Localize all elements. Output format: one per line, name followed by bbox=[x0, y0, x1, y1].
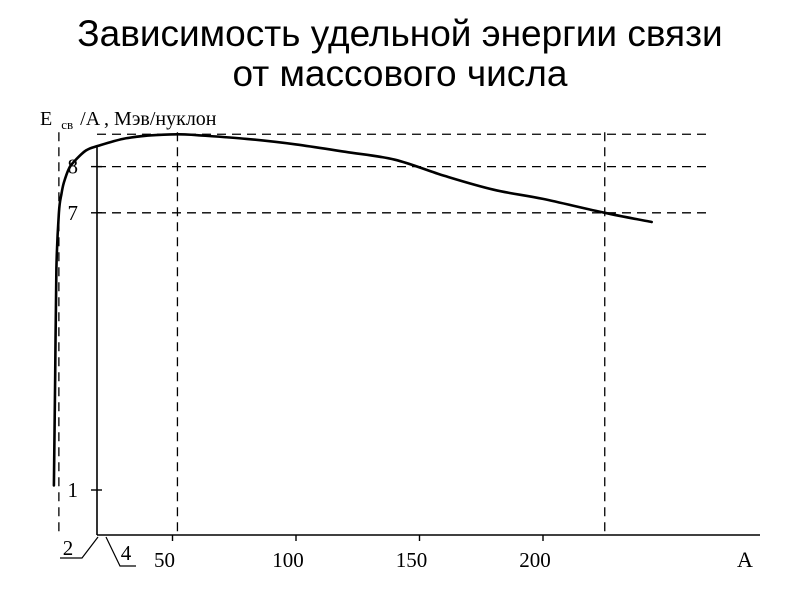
y-tick-label-1: 1 bbox=[68, 478, 79, 502]
x-marker-label-2: 2 bbox=[63, 536, 74, 560]
x-tick-label-200: 200 bbox=[519, 548, 551, 572]
axes bbox=[96, 145, 760, 536]
x-axis-label: A bbox=[737, 547, 753, 572]
y-axis-label-subscript: св bbox=[61, 117, 73, 132]
x-marker-leader-4 bbox=[105, 536, 136, 567]
x-ticks: 50 100 150 200 bbox=[154, 535, 551, 572]
slide-title: Зависимость удельной энергии связи от ма… bbox=[0, 14, 800, 94]
x-marker-label-4: 4 bbox=[121, 541, 132, 565]
title-line-1: Зависимость удельной энергии связи bbox=[77, 13, 723, 54]
y-tick-label-7: 7 bbox=[68, 201, 79, 225]
y-axis-label: E св /A , Мэв/нуклон bbox=[40, 108, 217, 134]
curve-group bbox=[52, 132, 653, 487]
x-marker-leader-2 bbox=[60, 536, 99, 559]
binding-energy-curve bbox=[52, 132, 653, 487]
title-line-2: от массового числа bbox=[232, 53, 568, 94]
x-tick-label-100: 100 bbox=[272, 548, 304, 572]
y-axis-label-rest: /A , Мэв/нуклон bbox=[80, 108, 217, 130]
y-ticks: 1 7 8 bbox=[68, 155, 102, 502]
x-tick-label-150: 150 bbox=[396, 548, 428, 572]
y-tick-label-8: 8 bbox=[68, 155, 79, 179]
y-axis-label-main: E bbox=[40, 108, 52, 130]
x-tick-label-50: 50 bbox=[154, 548, 175, 572]
reference-lines bbox=[58, 132, 708, 535]
